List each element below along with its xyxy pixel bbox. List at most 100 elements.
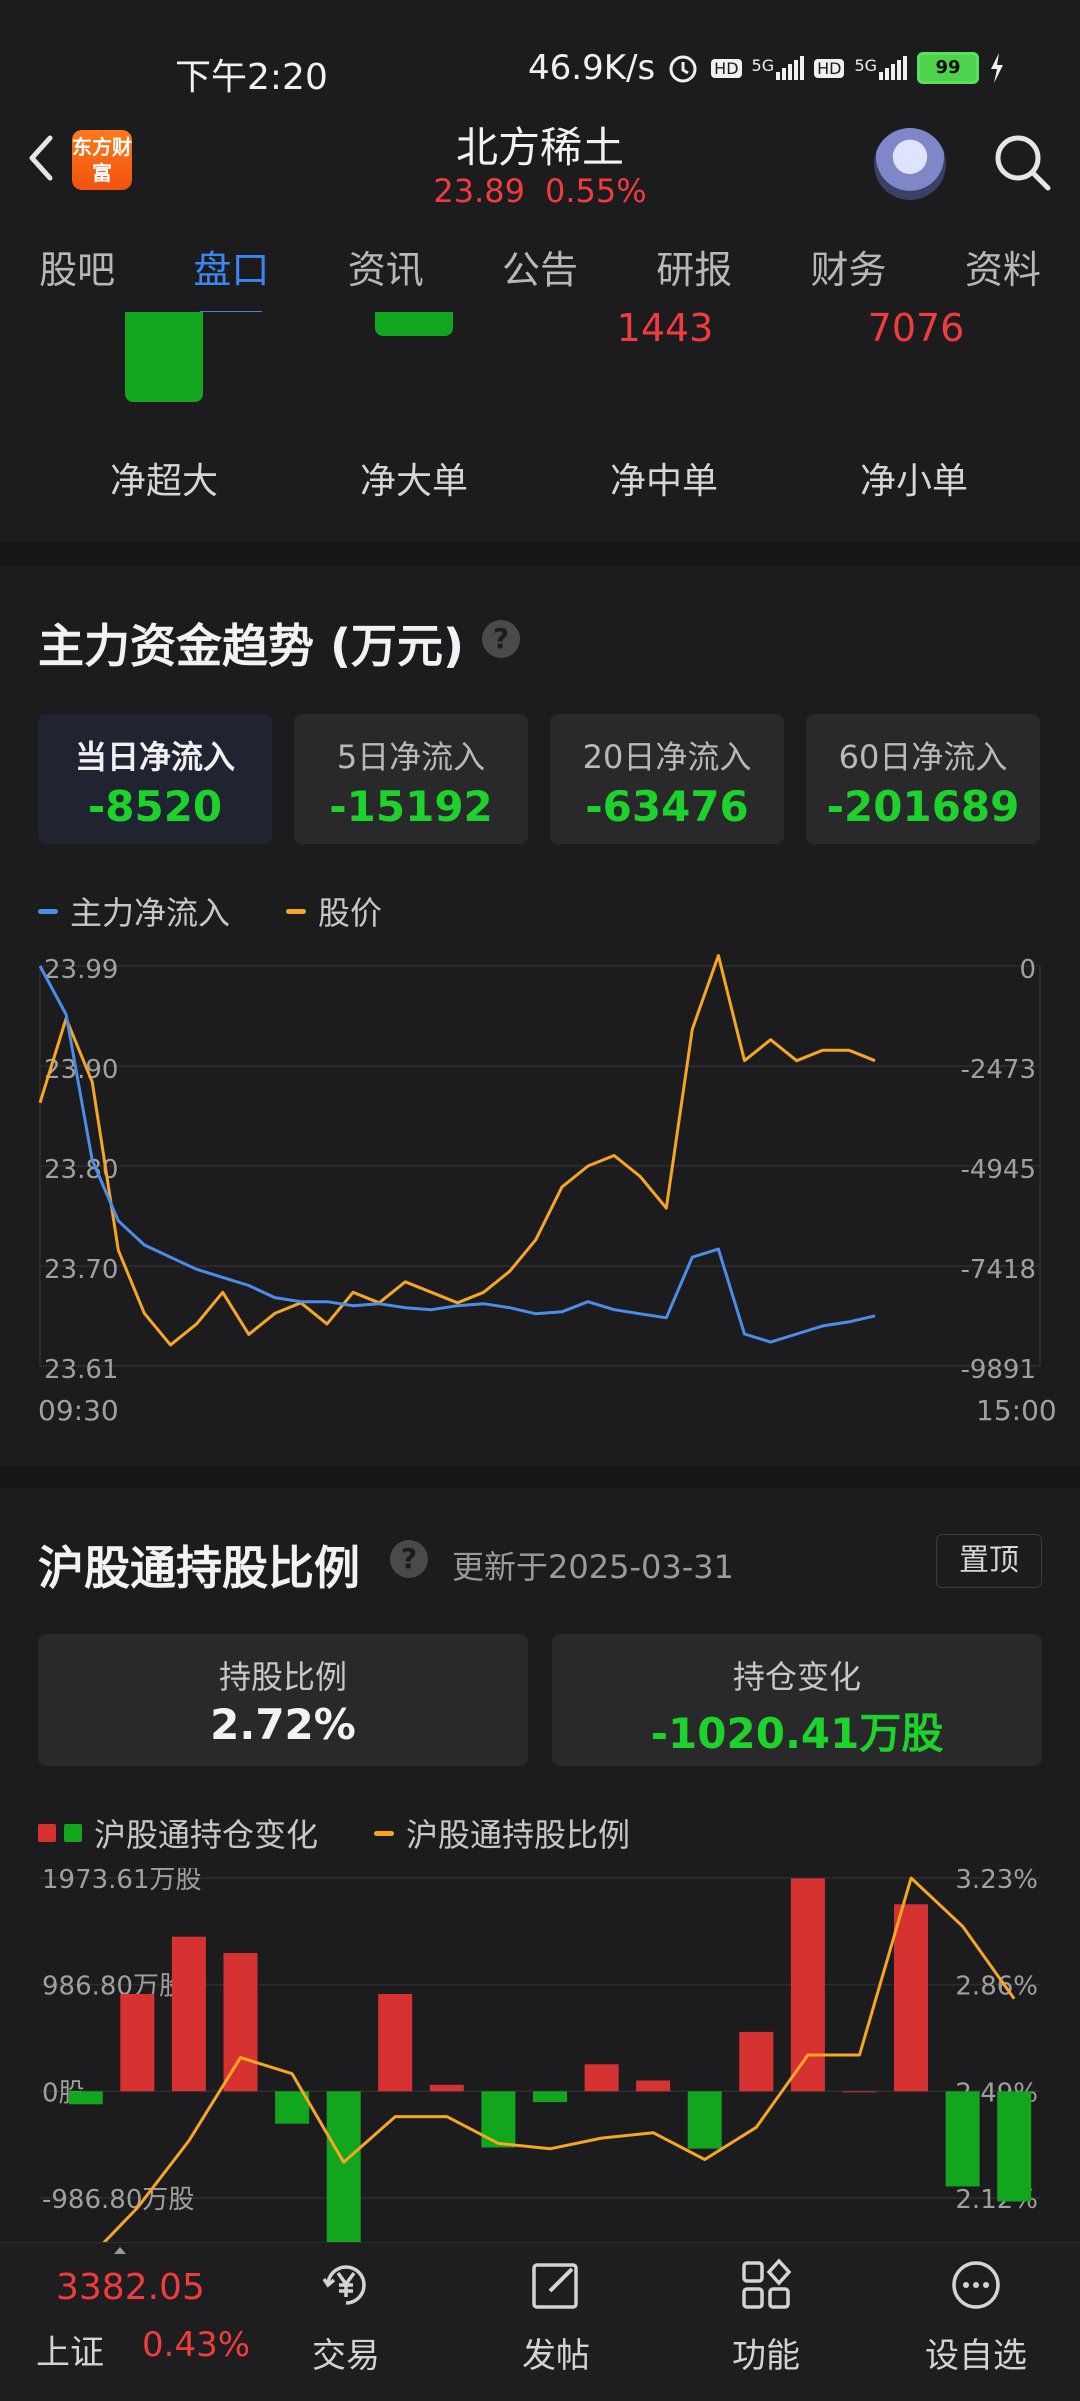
hd-badge: HD	[711, 58, 742, 78]
holding-y-left-tick: 1973.61万股	[42, 1868, 202, 1895]
holding-change-bar	[429, 2084, 464, 2092]
holding-change-bar	[68, 2091, 103, 2105]
help-icon-2[interactable]: ?	[390, 1540, 428, 1578]
holding-change-bar	[636, 2080, 671, 2092]
tab-finance[interactable]: 财务	[810, 247, 887, 292]
flow-label-large: 净大单	[359, 461, 468, 502]
stock-quote: 23.89 0.55%	[0, 172, 1080, 210]
holding-change-bar	[481, 2091, 516, 2148]
trend-legend: 主力净流入 股价	[38, 888, 382, 934]
holding-change-bar	[842, 2091, 877, 2093]
grid-icon	[742, 2258, 792, 2309]
tab-announcements[interactable]: 公告	[501, 247, 578, 292]
flow-label-small: 净小单	[859, 461, 968, 502]
tab-news[interactable]: 资讯	[347, 247, 424, 292]
stock-tabs: 股吧 盘口 资讯 公告 研报 财务 资料	[0, 220, 1080, 316]
flow-label-super: 净超大	[109, 461, 218, 502]
holding-change-bar	[275, 2091, 310, 2124]
nav-post[interactable]: 发帖	[486, 2257, 626, 2377]
trend-y-left-tick: 23.90	[44, 1055, 118, 1085]
ratio-card: 持股比例 2.72%	[38, 1634, 528, 1766]
trend-y-left-tick: 23.99	[44, 955, 118, 985]
trend-y-right-tick: -7418	[960, 1255, 1036, 1285]
change-card: 持仓变化 -1020.41万股	[552, 1634, 1042, 1766]
holding-y-left-tick: -986.80万股	[42, 2185, 194, 2215]
period-60d[interactable]: 60日净流入 -201689	[806, 714, 1040, 844]
tab-pankou[interactable]: 盘口	[187, 239, 275, 316]
fund-trend-section: 主力资金趋势 (万元) ? 当日净流入 -8520 5日净流入 -15192 2…	[0, 566, 1080, 1466]
index-change[interactable]: 0.43%	[142, 2325, 251, 2365]
holding-ratio-line	[96, 1876, 1016, 2248]
trend-y-left-tick: 23.70	[44, 1255, 118, 1285]
holding-change-bar	[790, 1878, 825, 2092]
holding-change-bar	[894, 1904, 928, 2092]
expand-arrow-icon[interactable]	[110, 2245, 130, 2257]
main-flow-line	[38, 965, 876, 1344]
index-name[interactable]: 上证	[36, 2333, 104, 2373]
flow-label-medium: 净中单	[609, 461, 718, 502]
holding-change-bar	[584, 2064, 619, 2092]
update-time: 更新于2025-03-31	[452, 1548, 734, 1586]
net-speed: 46.9K/s	[528, 48, 656, 88]
app-logo[interactable]: 东方财富	[72, 130, 132, 190]
holding-legend: 沪股通持仓变化 沪股通持股比例	[38, 1810, 630, 1856]
period-20d[interactable]: 20日净流入 -63476	[550, 714, 784, 844]
trend-y-right-tick: 0	[1019, 955, 1036, 985]
status-icons: 46.9K/s HD 5G HD 5G 99	[528, 48, 1005, 88]
price-line	[38, 954, 876, 1347]
search-icon[interactable]	[990, 130, 1054, 194]
holding-section: 沪股通持股比例 ? 更新于2025-03-31 置顶 持股比例 2.72% 持仓…	[0, 1488, 1080, 2248]
nav-trade[interactable]: 交易	[276, 2257, 416, 2377]
legend-main-flow: 主力净流入	[70, 894, 231, 932]
assistant-avatar[interactable]	[874, 128, 946, 200]
trend-y-right-tick: -4945	[960, 1155, 1036, 1185]
holding-y-left-tick: 986.80万股	[42, 1972, 185, 2002]
flow-value-medium: 1443	[616, 306, 714, 350]
stock-price: 23.89	[433, 172, 525, 210]
signal-5g-icon-2: 5G	[854, 56, 908, 80]
stock-name: 北方稀土	[455, 123, 624, 172]
holding-y-right-tick: 3.23%	[955, 1868, 1038, 1895]
nav-add-watchlist[interactable]: 设自选	[906, 2257, 1046, 2377]
flow-bar-super	[125, 312, 203, 402]
help-icon[interactable]: ?	[482, 620, 520, 658]
tab-profile[interactable]: 资料	[964, 247, 1041, 292]
holding-change-bar	[171, 1936, 206, 2092]
flow-value-small: 7076	[867, 306, 965, 350]
status-time: 下午2:20	[175, 57, 328, 98]
pin-button[interactable]: 置顶	[936, 1534, 1042, 1588]
holding-change-bar	[739, 2031, 774, 2092]
trend-title: 主力资金趋势 (万元)	[38, 619, 465, 673]
holding-chart: 1973.61万股 3.23%986.80万股 2.86%0股 2.49%-986.8…	[40, 1868, 1040, 2248]
back-icon[interactable]	[18, 128, 68, 188]
more-icon	[952, 2261, 1000, 2309]
trend-x-end: 15:00	[976, 1394, 1057, 1427]
alarm-icon	[669, 55, 697, 83]
holding-change-bar	[378, 1994, 413, 2092]
status-bar: 下午2:20 46.9K/s HD 5G HD 5G 99	[0, 0, 1080, 110]
trend-y-left-tick: 23.61	[44, 1355, 118, 1385]
holding-change-bar	[326, 2091, 361, 2248]
index-value[interactable]: 3382.05	[56, 2267, 205, 2308]
period-today[interactable]: 当日净流入 -8520	[38, 714, 272, 844]
stock-header: 东方财富 北方稀土 23.89 0.55%	[0, 110, 1080, 220]
holding-change-bar	[120, 1994, 155, 2092]
holding-change-bar	[223, 1953, 258, 2092]
holding-change-bar	[945, 2091, 980, 2187]
trend-x-start: 09:30	[38, 1394, 119, 1427]
trend-y-right-tick: -9891	[960, 1355, 1036, 1385]
legend-holding-change: 沪股通持仓变化	[94, 1816, 319, 1854]
flow-summary: 1443 7076 净超大 净大单 净中单 净小单	[0, 306, 1080, 542]
trend-y-right-tick: -2473	[960, 1055, 1036, 1085]
signal-5g-icon: 5G	[752, 56, 805, 80]
legend-price: 股价	[318, 894, 383, 932]
tab-guba[interactable]: 股吧	[39, 247, 116, 292]
holding-title: 沪股通持股比例	[38, 1541, 360, 1595]
period-5d[interactable]: 5日净流入 -15192	[294, 714, 528, 844]
flow-bar-large	[375, 312, 453, 336]
legend-holding-ratio: 沪股通持股比例	[406, 1816, 631, 1854]
holding-change-bar	[997, 2091, 1032, 2202]
tab-research[interactable]: 研报	[656, 247, 733, 292]
nav-functions[interactable]: 功能	[696, 2257, 836, 2377]
